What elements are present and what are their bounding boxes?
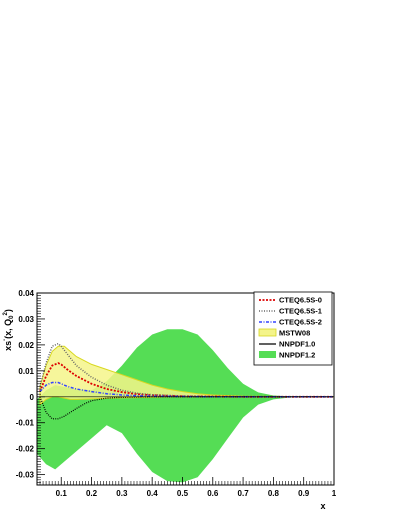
x-axis-title: x	[320, 501, 325, 511]
axis-ticks	[37, 292, 335, 485]
x-tick-label: 0.3	[116, 489, 128, 498]
legend-label-cteq0: CTEQ6.5S-0	[279, 296, 322, 305]
legend-label-mstw08: MSTW08	[279, 329, 310, 338]
line-cteq6-5s-1	[39, 342, 334, 398]
legend-label-cteq1: CTEQ6.5S-1	[279, 307, 322, 316]
y-tick-label: 0.03	[18, 315, 34, 324]
x-tick-label: 1	[332, 489, 337, 498]
y-tick-label: 0	[30, 393, 35, 402]
band-nnpdf1-2	[37, 329, 334, 483]
x-tick-label: 0.7	[238, 489, 250, 498]
x-tick-label: 0.5	[177, 489, 189, 498]
y-tick-label: 0.04	[18, 289, 34, 298]
legend-swatch-mstw08	[258, 328, 277, 337]
y-tick-label: 0.01	[18, 367, 34, 376]
y-tick-label: -0.01	[16, 419, 35, 428]
y-tick-label: -0.02	[16, 445, 35, 454]
x-tick-label: 0.4	[147, 489, 159, 498]
tick-labels: -0.03 -0.02 -0.01 0 0.01 0.02 0.03 0.04 0.1 0.2 0.…	[16, 289, 337, 498]
y-axis-title: xs-(x, Q02)	[2, 309, 15, 351]
x-tick-label: 0.2	[86, 489, 98, 498]
legend-label-nnpdf12: NNPDF1.2	[279, 351, 315, 360]
x-tick-label: 0.8	[268, 489, 280, 498]
line-nnpdf1-0	[39, 396, 334, 420]
x-tick-label: 0.1	[56, 489, 68, 498]
line-cteq6-5s-2	[39, 381, 334, 398]
y-tick-label: 0.02	[18, 341, 34, 350]
legend-label-cteq2: CTEQ6.5S-2	[279, 318, 322, 327]
series-lines	[37, 342, 334, 420]
x-tick-label: 0.9	[298, 489, 310, 498]
legend-label-nnpdf10: NNPDF1.0	[279, 340, 315, 349]
y-tick-label: -0.03	[16, 471, 35, 480]
legend-swatch-nnpdf12	[259, 351, 276, 358]
legend: CTEQ6.5S-0 CTEQ6.5S-1 CTEQ6.5S-2 MSTW08 …	[253, 291, 333, 366]
x-tick-label: 0.6	[207, 489, 219, 498]
